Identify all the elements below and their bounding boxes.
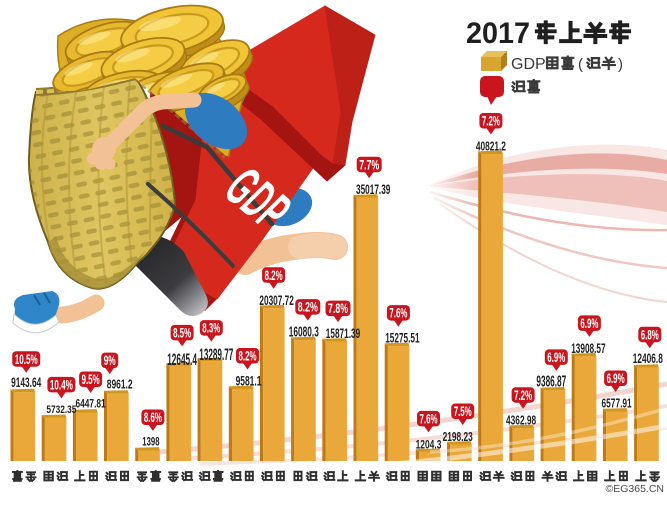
svg-text:1204.3: 1204.3	[416, 437, 442, 451]
svg-text:12645.4: 12645.4	[167, 351, 197, 369]
svg-text:20307.72: 20307.72	[259, 292, 294, 308]
svg-text:9581.1: 9581.1	[236, 374, 262, 389]
svg-text:8.2%: 8.2%	[298, 300, 318, 315]
svg-text:7.5%: 7.5%	[454, 404, 472, 419]
svg-text:6.9%: 6.9%	[580, 316, 598, 331]
svg-text:©EG365.CN: ©EG365.CN	[605, 483, 664, 495]
svg-text:15275.51: 15275.51	[385, 331, 420, 346]
svg-text:1398: 1398	[142, 435, 159, 449]
svg-text:4362.98: 4362.98	[506, 413, 536, 428]
svg-text:6.8%: 6.8%	[641, 327, 659, 342]
svg-text:7.2%: 7.2%	[482, 114, 500, 129]
svg-text:10.5%: 10.5%	[15, 352, 38, 367]
svg-text:15871.39: 15871.39	[326, 325, 361, 341]
svg-text:9%: 9%	[104, 353, 116, 368]
svg-text:8.5%: 8.5%	[173, 326, 191, 341]
svg-text:6.9%: 6.9%	[547, 350, 565, 365]
svg-text:13289.77: 13289.77	[199, 346, 233, 364]
svg-text:8.6%: 8.6%	[144, 410, 162, 425]
svg-text:2017: 2017	[466, 17, 530, 50]
svg-text:12406.8: 12406.8	[633, 351, 663, 366]
svg-text:6577.91: 6577.91	[602, 397, 632, 411]
svg-text:7.8%: 7.8%	[328, 301, 348, 316]
svg-text:7.2%: 7.2%	[514, 388, 532, 403]
svg-text:): )	[618, 56, 623, 73]
svg-text:8961.2: 8961.2	[107, 377, 133, 392]
svg-text:6.9%: 6.9%	[607, 371, 625, 386]
svg-text:40821.2: 40821.2	[476, 139, 506, 154]
svg-text:6447.81: 6447.81	[76, 397, 106, 411]
svg-text:9386.87: 9386.87	[536, 373, 566, 390]
svg-text:GDP: GDP	[511, 56, 546, 73]
svg-text:9143.64: 9143.64	[11, 375, 41, 390]
svg-text:7.6%: 7.6%	[389, 306, 407, 321]
svg-text:13908.57: 13908.57	[571, 340, 606, 356]
svg-text:2198.23: 2198.23	[443, 430, 473, 444]
svg-text:(: (	[578, 56, 583, 73]
svg-text:8.3%: 8.3%	[202, 321, 220, 336]
svg-text:8.2%: 8.2%	[239, 349, 257, 364]
svg-text:9.5%: 9.5%	[82, 372, 100, 387]
svg-text:8.2%: 8.2%	[265, 268, 283, 283]
svg-text:10.4%: 10.4%	[50, 378, 73, 393]
svg-text:7.7%: 7.7%	[359, 157, 379, 172]
svg-text:35017.39: 35017.39	[356, 182, 390, 197]
svg-text:7.6%: 7.6%	[420, 412, 438, 427]
svg-text:5732.35: 5732.35	[46, 404, 76, 416]
svg-text:16080.3: 16080.3	[289, 325, 319, 341]
